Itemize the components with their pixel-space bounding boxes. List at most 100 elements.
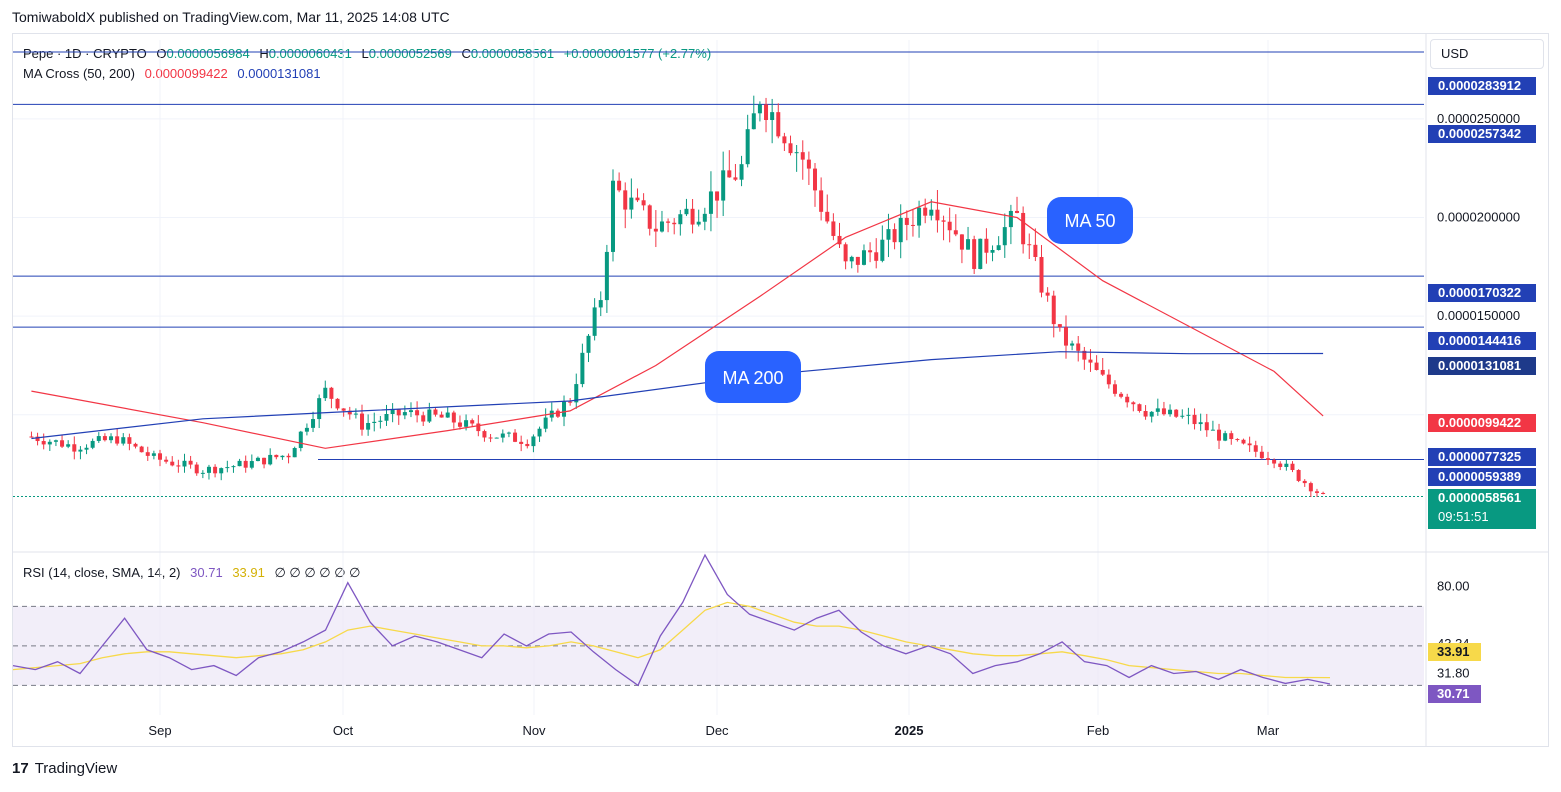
x-tick-label: Mar <box>1257 723 1280 738</box>
candle-body <box>886 229 891 240</box>
ma50-annotation-text: MA 50 <box>1064 211 1115 231</box>
candle-body <box>923 207 928 216</box>
rsi-tag-rsi <box>1428 685 1481 703</box>
candle-body <box>1278 463 1283 467</box>
candle-body <box>1027 244 1032 246</box>
candle-body <box>1174 409 1179 417</box>
candle-body <box>464 420 469 427</box>
candle-body <box>274 454 279 458</box>
candle-body <box>843 244 848 262</box>
candle-body <box>262 457 267 465</box>
tradingview-footer[interactable]: 17 TradingView <box>12 760 117 777</box>
candle-body <box>1033 244 1038 257</box>
low-label: L <box>361 46 369 61</box>
candle-body <box>280 455 285 458</box>
candle-body <box>1204 422 1209 431</box>
candle-body <box>402 412 407 416</box>
candle-body <box>182 460 187 467</box>
candle-body <box>849 256 854 262</box>
candle-body <box>1002 227 1007 246</box>
candle-body <box>390 409 395 414</box>
open-label: O <box>156 46 167 61</box>
price-tag-level <box>1428 77 1536 95</box>
candle-body <box>1125 396 1130 403</box>
x-tick-label: Sep <box>148 723 171 738</box>
candle-body <box>457 422 462 427</box>
candle-body <box>813 168 818 191</box>
candle-body <box>243 460 248 468</box>
candle-body <box>1015 210 1020 213</box>
candle-body <box>1008 210 1013 228</box>
candle-body <box>764 104 769 121</box>
candle-body <box>378 420 383 422</box>
candle-body <box>1229 433 1234 440</box>
rsi-indicator-label[interactable]: RSI (14, close, SMA, 14, 2) <box>23 565 181 580</box>
candle-body <box>488 437 493 439</box>
y-tick-label: 0.0000250000 <box>1437 111 1520 126</box>
tradingview-logo-icon: 17 <box>12 760 29 777</box>
candle-body <box>880 239 885 261</box>
candle-body <box>519 441 524 444</box>
candle-body <box>1168 409 1173 415</box>
high-value: 0.0000060431 <box>268 46 352 61</box>
annotation-bubbles: MA 50 MA 200 <box>705 197 1133 403</box>
currency-button[interactable]: USD <box>1430 39 1544 69</box>
candle-body <box>837 235 842 245</box>
rsi-line <box>12 553 1331 687</box>
symbol-name[interactable]: Pepe · 1D · CRYPTO <box>23 46 147 61</box>
price-tag-text: 0.0000144416 <box>1438 333 1521 348</box>
price-tag-text: 0.0000059389 <box>1438 469 1521 484</box>
candle-body <box>702 213 707 222</box>
candle-body <box>231 466 236 468</box>
candle-body <box>782 136 787 144</box>
rsi-extra-values: ∅ ∅ ∅ ∅ ∅ ∅ <box>274 565 361 580</box>
rsi-value: 30.71 <box>190 565 223 580</box>
candle-body <box>978 238 983 269</box>
rsi-tag-sma <box>1428 643 1481 661</box>
ma50-value: 0.0000099422 <box>144 66 228 81</box>
candle-body <box>35 436 40 442</box>
candle-body <box>255 457 260 462</box>
candle-body <box>592 307 597 336</box>
ma-indicator-label[interactable]: MA Cross (50, 200) <box>23 66 135 81</box>
candle-body <box>684 208 689 215</box>
candle-body <box>433 409 438 415</box>
price-tag-text: 0.0000170322 <box>1438 285 1521 300</box>
candle-body <box>910 224 915 226</box>
candle-body <box>678 214 683 225</box>
candle-body <box>947 221 952 231</box>
x-tick-label: Nov <box>522 723 546 738</box>
ma200-annotation <box>705 351 801 403</box>
candle-body <box>1217 429 1222 441</box>
candle-body <box>317 398 322 420</box>
candle-body <box>1106 374 1111 385</box>
candle-body <box>237 460 242 467</box>
candle-body <box>917 207 922 226</box>
candle-body <box>1272 459 1277 464</box>
rsi-sma-value: 33.91 <box>232 565 265 580</box>
rsi-lines <box>12 553 1331 687</box>
price-tag-text: 0.0000077325 <box>1438 449 1521 464</box>
candle-body <box>788 143 793 154</box>
price-tag-text: 0.0000283912 <box>1438 78 1521 93</box>
candle-body <box>90 440 95 448</box>
candle-body <box>1302 480 1307 484</box>
candle-body <box>972 239 977 269</box>
x-tick-label: Oct <box>333 723 354 738</box>
candle-body <box>1186 414 1191 416</box>
candle-body <box>966 239 971 250</box>
candle-body <box>708 191 713 214</box>
candle-body <box>996 245 1001 251</box>
candle-body <box>1137 404 1142 412</box>
candle-body <box>757 104 762 114</box>
candle-body <box>1247 443 1252 446</box>
price-tag-level <box>1428 448 1536 466</box>
candle-body <box>672 222 677 225</box>
candle-body <box>739 164 744 180</box>
candle-body <box>1296 470 1301 481</box>
candle-body <box>311 419 316 428</box>
low-value: 0.0000052569 <box>368 46 452 61</box>
candle-body <box>53 440 58 442</box>
candle-body <box>604 251 609 301</box>
